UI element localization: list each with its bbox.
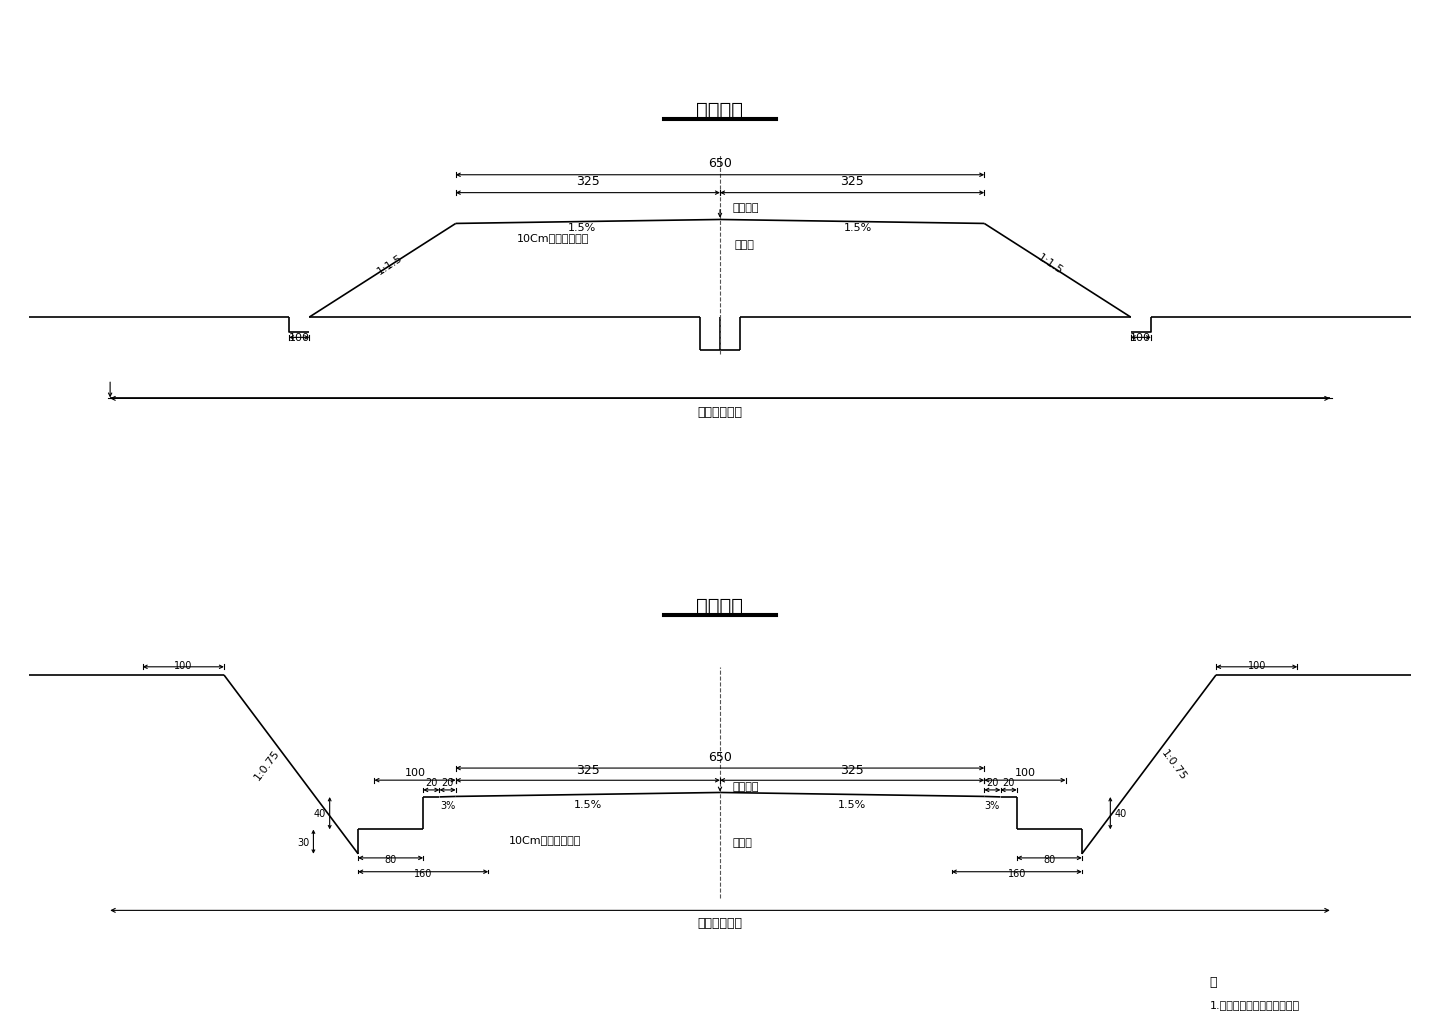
Text: 40: 40 <box>314 808 325 818</box>
Text: 1:0.75: 1:0.75 <box>252 748 281 782</box>
Text: 80: 80 <box>1043 854 1056 864</box>
Text: 10Cm泥结碎石面层: 10Cm泥结碎石面层 <box>508 835 580 845</box>
Text: 1.本图尺寸均以厘米为单位。: 1.本图尺寸均以厘米为单位。 <box>1210 999 1300 1009</box>
Text: 325: 325 <box>576 175 599 187</box>
Text: 650: 650 <box>708 750 732 763</box>
Text: 设计标高: 设计标高 <box>732 203 759 213</box>
Text: 1:1.5: 1:1.5 <box>376 252 405 276</box>
Text: 100: 100 <box>1014 767 1035 777</box>
Text: 1:0.75: 1:0.75 <box>1159 748 1188 782</box>
Text: 3%: 3% <box>441 800 455 810</box>
Text: 3%: 3% <box>985 800 999 810</box>
Text: 40: 40 <box>1115 808 1126 818</box>
Text: 100: 100 <box>174 660 193 671</box>
Text: 公路用地范围: 公路用地范围 <box>697 916 743 929</box>
Text: 1.5%: 1.5% <box>567 223 596 232</box>
Text: 100: 100 <box>1247 660 1266 671</box>
Text: 设计标高: 设计标高 <box>732 782 759 791</box>
Text: 挖方路基: 挖方路基 <box>697 596 743 615</box>
Text: 路中线: 路中线 <box>734 239 755 250</box>
Text: 1.5%: 1.5% <box>844 223 873 232</box>
Text: 10Cm泥结碎石面层: 10Cm泥结碎石面层 <box>517 233 589 244</box>
Text: 100: 100 <box>1130 332 1152 342</box>
Text: 注: 注 <box>1210 975 1217 988</box>
Text: 20: 20 <box>425 776 438 787</box>
Text: 80: 80 <box>384 854 397 864</box>
Text: 100: 100 <box>288 332 310 342</box>
Text: 20: 20 <box>1002 776 1015 787</box>
Text: 1.5%: 1.5% <box>838 799 865 809</box>
Text: 650: 650 <box>708 157 732 170</box>
Text: 325: 325 <box>841 763 864 776</box>
Text: 325: 325 <box>576 763 599 776</box>
Text: 路中线: 路中线 <box>732 837 752 847</box>
Text: 20: 20 <box>986 776 998 787</box>
Text: 1:1.5: 1:1.5 <box>1035 252 1064 276</box>
Text: 公路用地范围: 公路用地范围 <box>697 406 743 419</box>
Text: 1.5%: 1.5% <box>575 799 602 809</box>
Text: 160: 160 <box>1008 868 1025 877</box>
Text: 填方路基: 填方路基 <box>697 101 743 120</box>
Text: 20: 20 <box>442 776 454 787</box>
Text: 160: 160 <box>415 868 432 877</box>
Text: 100: 100 <box>405 767 426 777</box>
Text: 30: 30 <box>297 837 310 847</box>
Text: 325: 325 <box>841 175 864 187</box>
